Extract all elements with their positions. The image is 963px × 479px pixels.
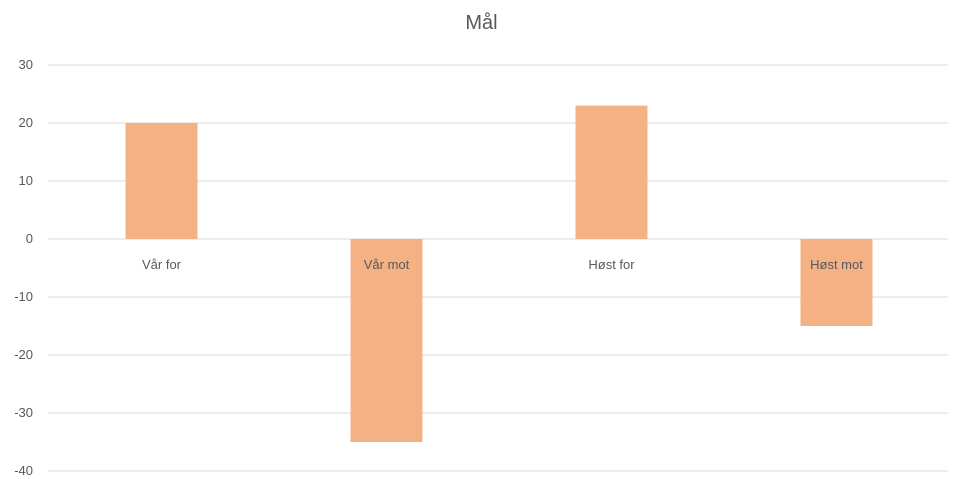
- y-tick-label: 20: [19, 115, 33, 130]
- y-tick-label: 30: [19, 57, 33, 72]
- bar: [575, 105, 648, 239]
- x-category-label: Vår for: [142, 257, 182, 272]
- y-tick-label: -30: [14, 405, 33, 420]
- y-tick-label: -40: [14, 463, 33, 478]
- x-category-label: Vår mot: [364, 257, 410, 272]
- y-tick-label: -10: [14, 289, 33, 304]
- bar: [125, 123, 198, 239]
- y-tick-label: 10: [19, 173, 33, 188]
- bar: [350, 239, 423, 442]
- x-category-label: Høst mot: [810, 257, 863, 272]
- bar: [800, 239, 873, 326]
- y-tick-label: -20: [14, 347, 33, 362]
- x-category-label: Høst for: [588, 257, 635, 272]
- chart-title: Mål: [465, 12, 498, 34]
- y-tick-label: 0: [26, 231, 33, 246]
